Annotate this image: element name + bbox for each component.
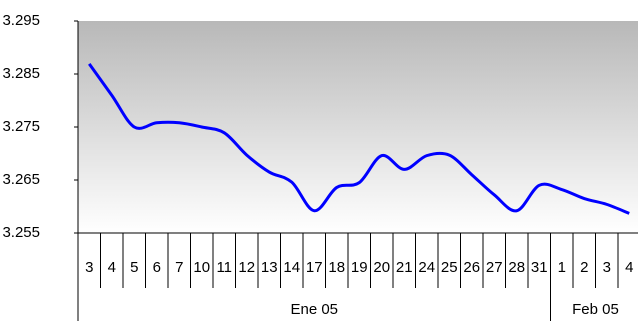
x-tick-label: 11 [216,259,232,276]
x-tick-label: 28 [508,259,525,276]
x-tick-label: 17 [306,259,323,276]
group-label: Ene 05 [290,301,338,318]
x-tick-label: 5 [130,259,138,276]
x-tick-label: 13 [261,259,278,276]
x-tick-label: 2 [580,259,588,276]
y-tick-label: 3.265 [2,171,40,188]
x-tick-label: 27 [486,259,503,276]
x-tick-label: 31 [531,259,548,276]
x-tick-label: 19 [351,259,368,276]
x-tick-label: 3 [85,259,93,276]
x-tick-label: 20 [373,259,390,276]
x-tick-label: 12 [238,259,255,276]
x-tick-label: 3 [603,259,611,276]
x-tick-label: 21 [396,259,413,276]
plot-area [78,21,638,233]
x-tick-label: 24 [418,259,435,276]
x-tick-label: 26 [463,259,480,276]
x-tick-label: 4 [625,259,633,276]
y-tick-label: 3.285 [2,65,40,82]
line [88,63,630,215]
y-tick-label: 3.295 [2,12,40,29]
x-tick-label: 14 [283,259,300,276]
x-tick-label: 7 [175,259,183,276]
x-tick-label: 6 [153,259,161,276]
x-tick-label: 4 [108,259,116,276]
y-tick-label: 3.275 [2,118,40,135]
group-label: Feb 05 [572,301,619,318]
x-tick-label: 1 [558,259,566,276]
y-tick-label: 3.255 [2,224,40,241]
x-tick-label: 10 [193,259,210,276]
x-tick-label: 18 [328,259,345,276]
x-tick-label: 25 [441,259,458,276]
